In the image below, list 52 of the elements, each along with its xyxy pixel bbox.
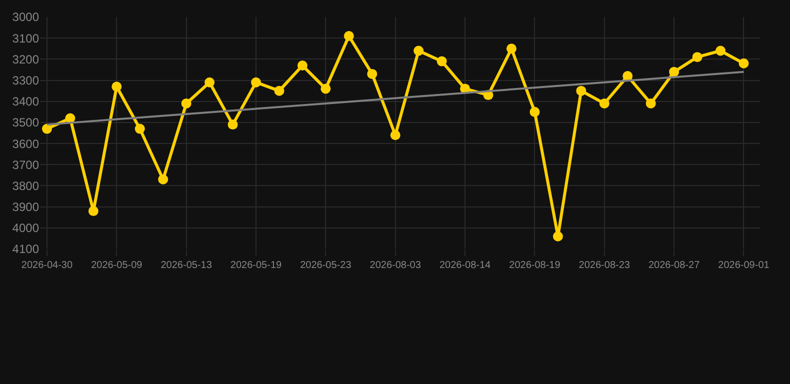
y-tick-label: 3900 [12,200,40,214]
point [599,98,610,108]
point [65,113,76,124]
x-tick-label: 2026-05-13 [160,260,212,271]
point [506,44,516,54]
y-tick-label: 3200 [12,52,40,66]
point [622,71,633,82]
point [414,46,424,56]
point [367,68,378,79]
point [228,120,238,130]
x-tick-label: 2026-05-19 [230,260,282,271]
point [738,58,749,68]
x-tick-label: 2026-08-14 [439,260,492,271]
y-tick-label: 3100 [12,31,40,46]
x-tick-label: 2026-08-23 [578,260,630,271]
x-tick-label: 2026-08-27 [648,260,700,271]
y-tick-label: 3800 [12,178,40,193]
point [390,130,400,140]
point [251,77,261,88]
y-tick-label: 3500 [12,116,40,130]
point [436,56,447,66]
y-tick-label: 4000 [12,221,40,236]
point [530,106,540,117]
point [112,82,122,92]
point [181,98,192,108]
x-tick-label: 2026-04-30 [21,260,73,271]
x-tick-label: 2026-08-19 [509,260,561,271]
point [88,206,98,216]
point [576,86,586,96]
y-tick-label: 3400 [12,94,40,109]
point [646,98,656,108]
x-tick-label: 2026-05-09 [91,260,143,271]
point [204,77,215,88]
point [692,52,702,62]
point [42,124,52,134]
y-tick-label: 3700 [12,158,40,172]
point [320,84,331,94]
point [158,174,168,184]
y-tick-label: 4100 [12,242,40,256]
point [716,46,726,56]
point [274,86,284,96]
point [134,124,145,134]
y-tick-label: 3000 [12,10,40,24]
x-tick-label: 2026-09-01 [718,260,770,271]
x-tick-label: 2026-08-03 [370,260,422,271]
x-tick-label: 2026-05-23 [300,260,352,271]
point [297,60,308,71]
point [669,66,680,77]
y-tick-label: 3600 [12,136,40,151]
y-tick-label: 3300 [12,73,40,88]
point [344,30,354,41]
point [552,231,563,242]
